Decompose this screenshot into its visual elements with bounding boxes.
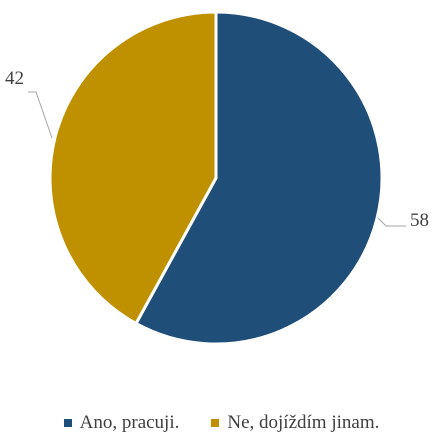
data-labels: 58 42 bbox=[5, 68, 429, 231]
data-label-ne: 42 bbox=[5, 68, 24, 89]
legend-swatch-ne bbox=[211, 419, 220, 427]
leader-line-ne bbox=[28, 91, 53, 139]
leader-lines bbox=[28, 91, 406, 227]
legend-label-ano: Ano, pracuji. bbox=[79, 412, 180, 433]
pie-slice-ano bbox=[133, 10, 384, 346]
legend-swatch-ano bbox=[63, 419, 72, 427]
legend-item-ne: Ne, dojíždím jinam. bbox=[211, 412, 379, 434]
pie-slice-ne bbox=[48, 10, 218, 326]
legend-item-ano: Ano, pracuji. bbox=[63, 412, 180, 434]
leader-line-ano bbox=[377, 217, 406, 227]
data-label-ano: 58 bbox=[410, 210, 429, 231]
pie-slices bbox=[48, 10, 384, 346]
legend-label-ne: Ne, dojíždím jinam. bbox=[227, 412, 380, 433]
pie-chart: 58 42 bbox=[5, 10, 429, 346]
legend: Ano, pracuji. Ne, dojíždím jinam. bbox=[0, 412, 443, 434]
